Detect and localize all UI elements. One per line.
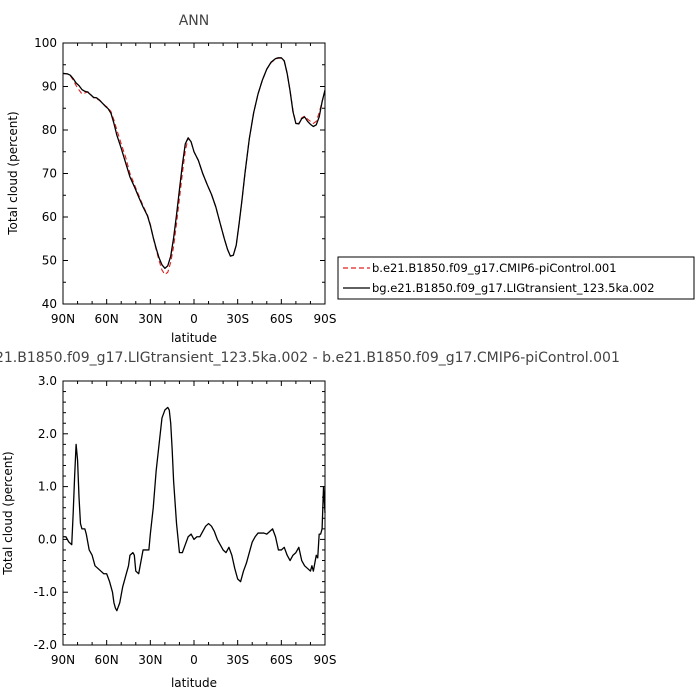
panel-ann-x-tick-label: 30S bbox=[226, 312, 249, 326]
panel-difference-y-tick-label: -1.0 bbox=[34, 585, 57, 599]
panel-ann-frame bbox=[62, 42, 326, 305]
panel-difference-series-line-0 bbox=[63, 406, 326, 612]
panel-ann-series-line-1 bbox=[62, 57, 326, 269]
panel-ann-series-line-0 bbox=[62, 57, 326, 275]
panel-ann-y-tick-label: 50 bbox=[42, 254, 57, 268]
panel-ann-x-tick-label: 60S bbox=[270, 312, 293, 326]
panel-difference-y-tick-label: 3.0 bbox=[38, 374, 57, 388]
panel-difference-x-tick-label: 90S bbox=[314, 653, 337, 667]
panel-difference-x-tick-label: 0 bbox=[190, 653, 198, 667]
panel-ann-y-tick-label: 80 bbox=[42, 123, 57, 137]
panel-ann-y-tick-label: 60 bbox=[42, 210, 57, 224]
panel-difference-y-tick-label: 2.0 bbox=[38, 427, 57, 441]
legend-label-picontrol: b.e21.B1850.f09_g17.CMIP6-piControl.001 bbox=[372, 261, 617, 275]
panel-ann-y-tick-label: 90 bbox=[42, 80, 57, 94]
panel-ann-x-tick-label: 30N bbox=[138, 312, 162, 326]
legend-box bbox=[337, 256, 695, 300]
panel-ann-x-axis-title: latitude bbox=[171, 331, 217, 345]
panel-difference-x-tick-label: 60N bbox=[95, 653, 119, 667]
panel-difference-x-tick-label: 90N bbox=[51, 653, 75, 667]
panel-ann-x-tick-label: 60N bbox=[95, 312, 119, 326]
panel-difference-x-axis-title: latitude bbox=[171, 676, 217, 690]
panel-difference-title: bg.e21.B1850.f09_g17.LIGtransient_123.5k… bbox=[0, 350, 620, 366]
panel-ann-y-tick-label: 70 bbox=[42, 167, 57, 181]
panel-difference-frame bbox=[62, 380, 326, 646]
panel-ann-y-tick-label: 40 bbox=[42, 297, 57, 311]
panel-difference-y-tick-label: -2.0 bbox=[34, 638, 57, 652]
panel-difference-y-tick-label: 0.0 bbox=[38, 532, 57, 546]
panel-difference-ticks: 90N 60N 30N 0 30S 60S 90S -2.0 -1.0 0.0 1.0 2.0 3.0 bbox=[34, 374, 337, 667]
panel-ann-x-tick-label: 90S bbox=[314, 312, 337, 326]
panel-difference-y-tick-label: 1.0 bbox=[38, 480, 57, 494]
panel-ann-x-tick-label: 0 bbox=[190, 312, 198, 326]
panel-ann-series bbox=[62, 57, 326, 275]
panel-difference-series bbox=[63, 406, 326, 612]
legend: b.e21.B1850.f09_g17.CMIP6-piControl.001 … bbox=[337, 256, 695, 300]
panel-difference-x-tick-label: 60S bbox=[270, 653, 293, 667]
panel-difference: bg.e21.B1850.f09_g17.LIGtransient_123.5k… bbox=[0, 350, 620, 690]
panel-ann-ticks: 90N 60N 30N 0 30S 60S 90S 40 50 60 70 80 90 100 bbox=[34, 36, 336, 326]
panel-difference-x-tick-label: 30N bbox=[138, 653, 162, 667]
panel-ann-y-axis-title: Total cloud (percent) bbox=[6, 111, 20, 235]
panel-ann-x-tick-label: 90N bbox=[51, 312, 75, 326]
panel-ann-title: ANN bbox=[179, 13, 210, 29]
legend-label-ligtransient: bg.e21.B1850.f09_g17.LIGtransient_123.5k… bbox=[372, 281, 655, 295]
panel-ann-y-tick-label: 100 bbox=[34, 36, 57, 50]
panel-difference-y-axis-title: Total cloud (percent) bbox=[1, 451, 15, 575]
panel-ann: ANN 90N 60N 30N 0 30S 60S 90S 40 50 60 70 80 90 100 l… bbox=[6, 13, 336, 345]
panel-difference-x-tick-label: 30S bbox=[226, 653, 249, 667]
